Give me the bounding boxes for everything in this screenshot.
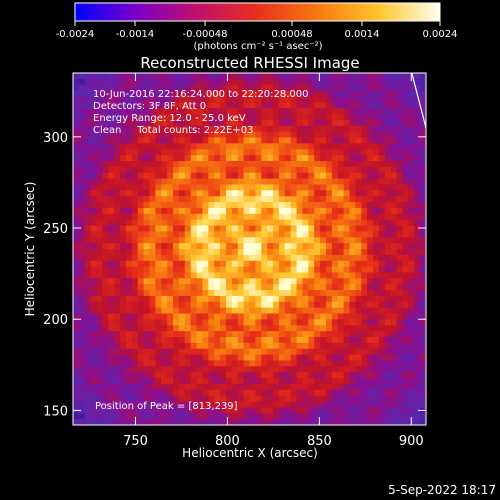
x-axis-label: Heliocentric X (arcsec) bbox=[182, 446, 318, 460]
colorbar-units: (photons cm⁻² s⁻¹ asec⁻²) bbox=[193, 41, 322, 52]
y-tick-label: 150 bbox=[43, 404, 68, 419]
y-tick-label: 200 bbox=[43, 313, 68, 328]
heatmap-image bbox=[73, 73, 426, 425]
colorbar-ticks: -0.0024 -0.0014 -0.00048 0.00048 0.0014 0.002… bbox=[56, 21, 458, 40]
y-tick-label: 300 bbox=[43, 131, 68, 146]
info-overlay: 10-Jun-2016 22:16:24.000 to 22:20:28.000… bbox=[93, 89, 309, 412]
footer-timestamp: 5-Sep-2022 18:17 bbox=[388, 483, 496, 497]
plot-area: 750 800 850 900 150 200 250 300 bbox=[43, 72, 427, 449]
colorbar-tick-label: 0.0024 bbox=[423, 29, 458, 40]
colorbar-tick-label: 0.0014 bbox=[345, 29, 380, 40]
chart-title: Reconstructed RHESSI Image bbox=[140, 54, 359, 72]
colorbar-tick-label: -0.0014 bbox=[116, 29, 155, 40]
solar-limb-line bbox=[411, 73, 426, 128]
x-tick-label: 850 bbox=[307, 434, 332, 449]
axis-ticks: 750 800 850 900 150 200 250 300 bbox=[43, 73, 426, 449]
detectors: Detectors: 3F 8F, Att 0 bbox=[93, 101, 206, 112]
colorbar-gradient bbox=[74, 2, 441, 22]
x-tick-label: 900 bbox=[399, 434, 424, 449]
x-tick-label: 800 bbox=[215, 434, 240, 449]
y-axis-label: Heliocentric Y (arcsec) bbox=[23, 182, 37, 317]
colorbar: -0.0024 -0.0014 -0.00048 0.00048 0.0014 0.002… bbox=[56, 2, 458, 52]
colorbar-tick-label: -0.00048 bbox=[183, 29, 228, 40]
colorbar-tick-label: -0.0024 bbox=[56, 29, 95, 40]
energy-range: Energy Range: 12.0 - 25.0 keV bbox=[93, 113, 246, 124]
plot-frame bbox=[72, 72, 427, 426]
clean-counts: Clean Total counts: 2.22E+03 bbox=[93, 125, 253, 136]
colorbar-tick-label: 0.00048 bbox=[271, 29, 312, 40]
y-tick-label: 250 bbox=[43, 222, 68, 237]
x-tick-label: 750 bbox=[123, 434, 148, 449]
peak-position: Position of Peak = [813,239] bbox=[95, 401, 238, 412]
time-range: 10-Jun-2016 22:16:24.000 to 22:20:28.000 bbox=[93, 89, 309, 100]
